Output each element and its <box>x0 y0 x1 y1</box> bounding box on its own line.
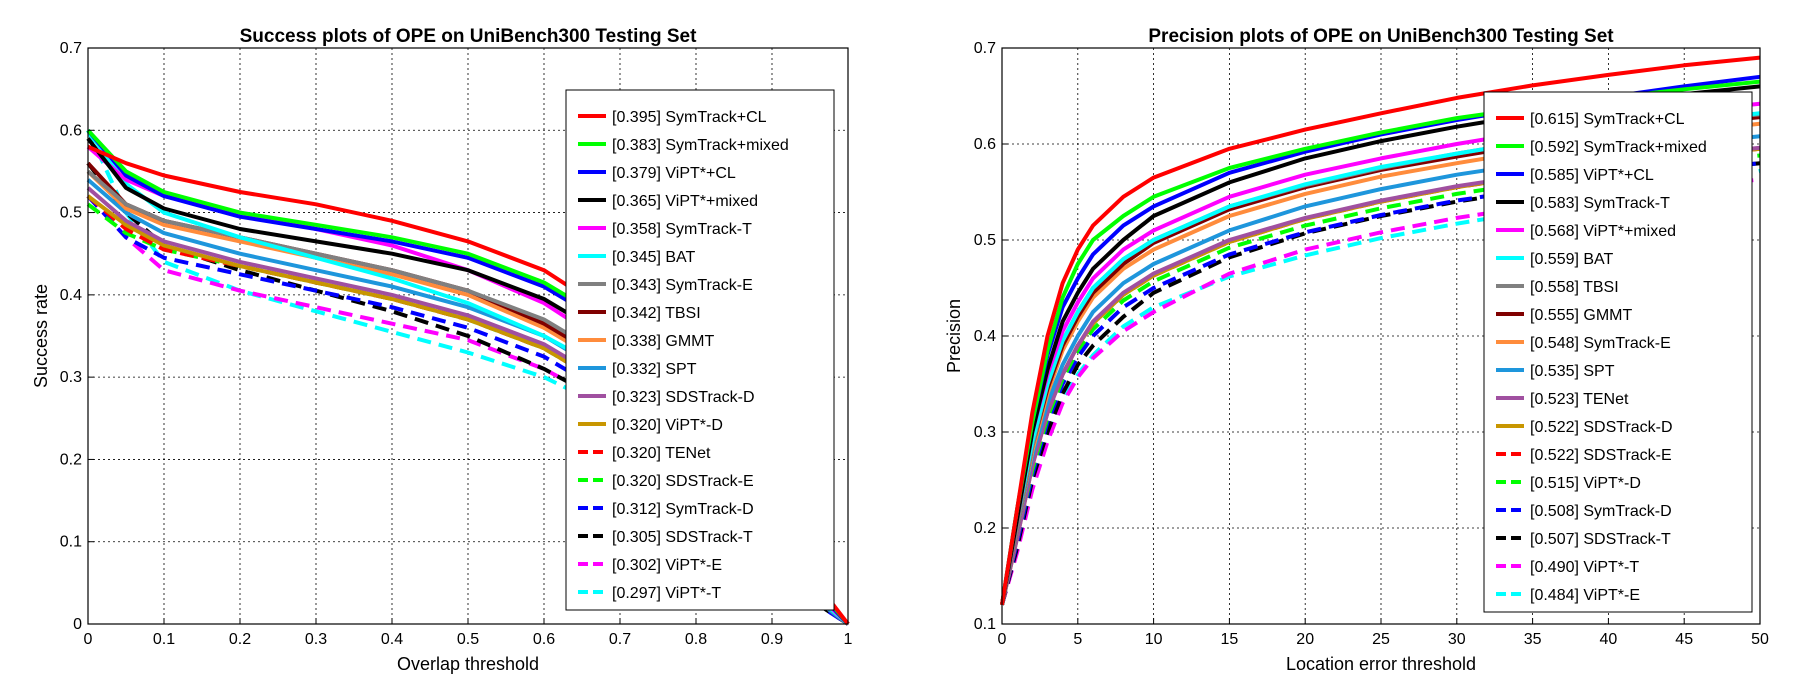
legend-entry: [0.522] SDSTrack-D <box>1530 419 1673 436</box>
tick-labels: 0 5 10 15 20 25 30 35 40 45 50 0.1 0.2 0.3 0.4 0.5 0.6 0.… <box>974 40 1769 648</box>
x-tick-label: 1 <box>844 631 853 648</box>
x-tick-label: 15 <box>1221 631 1239 648</box>
y-tick-label: 0 <box>73 616 82 633</box>
legend-entry: [0.365] ViPT*+mixed <box>612 193 758 210</box>
legend-entry: [0.345] BAT <box>612 249 696 266</box>
precision-plot: 0 5 10 15 20 25 30 35 40 45 50 0.1 0.2 0.3 0.4 0.5 0.6 0.… <box>944 26 1769 674</box>
legend-entry: [0.395] SymTrack+CL <box>612 109 767 126</box>
x-tick-label: 5 <box>1073 631 1082 648</box>
series-line <box>1000 177 1761 606</box>
series-line <box>1000 55 1761 606</box>
y-axis-label: Success rate <box>31 284 51 388</box>
x-tick-label: 0.3 <box>305 631 327 648</box>
x-tick-label: 0.2 <box>229 631 251 648</box>
x-tick-label: 10 <box>1145 631 1163 648</box>
x-tick-label: 20 <box>1296 631 1314 648</box>
y-tick-label: 0.3 <box>974 424 996 441</box>
x-tick-label: 40 <box>1600 631 1618 648</box>
x-tick-label: 0.9 <box>761 631 783 648</box>
x-tick-label: 0 <box>84 631 93 648</box>
legend-entry: [0.342] TBSI <box>612 305 701 322</box>
legend-entry: [0.585] ViPT*+CL <box>1530 167 1654 184</box>
legend-entry: [0.522] SDSTrack-E <box>1530 447 1672 464</box>
legend-entry: [0.484] ViPT*-E <box>1530 587 1640 604</box>
legend-entry: [0.615] SymTrack+CL <box>1530 111 1685 128</box>
legend-entry: [0.379] ViPT*+CL <box>612 165 736 182</box>
legend-entry: [0.515] ViPT*-D <box>1530 475 1641 492</box>
series-line <box>86 194 850 626</box>
series-line <box>86 194 850 626</box>
legend-entry: [0.523] TENet <box>1530 391 1629 408</box>
y-tick-label: 0.2 <box>60 451 82 468</box>
legend-entry: [0.583] SymTrack-T <box>1530 195 1670 212</box>
y-tick-label: 0.2 <box>974 520 996 537</box>
chart-title: Success plots of OPE on UniBench300 Test… <box>240 26 697 47</box>
legend-entry: [0.320] SDSTrack-E <box>612 473 754 490</box>
chart-title: Precision plots of OPE on UniBench300 Te… <box>1148 26 1614 47</box>
x-tick-label: 0 <box>998 631 1007 648</box>
legend: [0.395] SymTrack+CL [0.383] SymTrack+mixe… <box>565 89 835 611</box>
y-tick-label: 0.6 <box>974 136 996 153</box>
legend-entry: [0.305] SDSTrack-T <box>612 529 753 546</box>
legend-entry: [0.535] SPT <box>1530 363 1615 380</box>
legend-entry: [0.558] TBSI <box>1530 279 1619 296</box>
x-tick-label: 0.1 <box>153 631 175 648</box>
x-tick-label: 30 <box>1448 631 1466 648</box>
legend-entry: [0.302] ViPT*-E <box>612 557 722 574</box>
y-tick-label: 0.7 <box>60 40 82 57</box>
legend-entry: [0.297] ViPT*-T <box>612 585 721 602</box>
x-axis-label: Overlap threshold <box>397 654 539 674</box>
legend-entry: [0.555] GMMT <box>1530 307 1632 324</box>
legend-box <box>565 89 835 611</box>
legend-entry: [0.343] SymTrack-E <box>612 277 753 294</box>
legend-entry: [0.548] SymTrack-E <box>1530 335 1671 352</box>
y-tick-label: 0.4 <box>974 328 996 345</box>
y-tick-label: 0.4 <box>60 287 82 304</box>
x-tick-label: 50 <box>1751 631 1769 648</box>
tick-labels: 0 0.1 0.2 0.3 0.4 0.5 0.6 0.7 0.8 0.9 1 0 0.1 0.2 0.3 0… <box>60 40 853 648</box>
legend-entry: [0.508] SymTrack-D <box>1530 503 1672 520</box>
legend-box <box>1483 91 1753 613</box>
x-tick-label: 25 <box>1372 631 1390 648</box>
legend-entry: [0.338] GMMT <box>612 333 714 350</box>
legend-entry: [0.559] BAT <box>1530 251 1614 268</box>
legend: [0.615] SymTrack+CL [0.592] SymTrack+mixe… <box>1483 91 1753 613</box>
legend-entry: [0.383] SymTrack+mixed <box>612 137 789 154</box>
legend-entry: [0.323] SDSTrack-D <box>612 389 755 406</box>
legend-entry: [0.320] TENet <box>612 445 711 462</box>
x-tick-label: 45 <box>1675 631 1693 648</box>
legend-entry: [0.592] SymTrack+mixed <box>1530 139 1707 156</box>
legend-entry: [0.490] ViPT*-T <box>1530 559 1639 576</box>
x-tick-label: 0.6 <box>533 631 555 648</box>
y-tick-label: 0.5 <box>60 205 82 222</box>
x-tick-label: 0.8 <box>685 631 707 648</box>
success-plot: 0 0.1 0.2 0.3 0.4 0.5 0.6 0.7 0.8 0.9 1 0 0.1 0.2 0.3 0… <box>31 26 853 674</box>
legend-entry: [0.320] ViPT*-D <box>612 417 723 434</box>
legend-entry: [0.332] SPT <box>612 361 697 378</box>
y-tick-label: 0.1 <box>974 616 996 633</box>
y-tick-label: 0.1 <box>60 534 82 551</box>
x-axis-label: Location error threshold <box>1286 654 1476 674</box>
legend-entry: [0.312] SymTrack-D <box>612 501 754 518</box>
x-tick-label: 0.4 <box>381 631 403 648</box>
legend-entry: [0.507] SDSTrack-T <box>1530 531 1671 548</box>
x-tick-label: 0.7 <box>609 631 631 648</box>
x-tick-label: 0.5 <box>457 631 479 648</box>
y-tick-label: 0.3 <box>60 369 82 386</box>
y-tick-label: 0.7 <box>974 40 996 57</box>
x-tick-label: 35 <box>1524 631 1542 648</box>
y-tick-label: 0.6 <box>60 122 82 139</box>
legend-entry: [0.568] ViPT*+mixed <box>1530 223 1676 240</box>
y-axis-label: Precision <box>944 299 964 373</box>
y-tick-label: 0.5 <box>974 232 996 249</box>
legend-entry: [0.358] SymTrack-T <box>612 221 752 238</box>
